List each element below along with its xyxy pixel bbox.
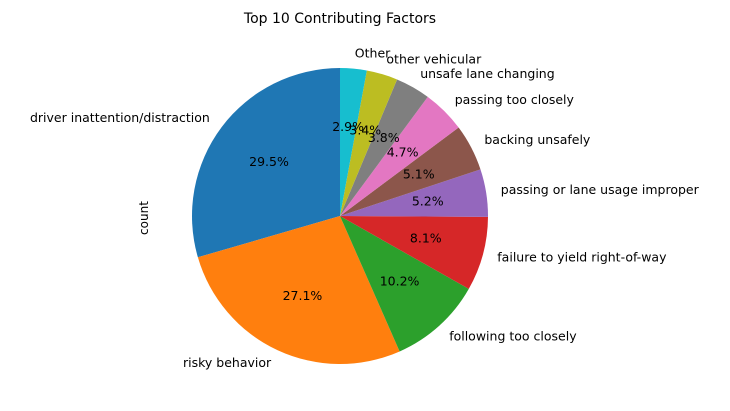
slice-label: passing or lane usage improper xyxy=(501,182,700,197)
pie-percent-labels: 29.5% 27.1% 10.2% 8.1% 5.2% 5.1% 4.7%3.8%3.4%2… xyxy=(249,119,444,303)
pie-slice xyxy=(340,68,367,216)
pie-labels: driver inattention/distraction risky beha… xyxy=(30,45,700,370)
slice-percent-label: 29.5% xyxy=(249,154,289,169)
pie-slice xyxy=(340,79,428,217)
pie-slice xyxy=(340,96,459,216)
slice-label: following too closely xyxy=(449,328,577,343)
slice-label: unsafe lane changing xyxy=(420,66,554,81)
pie-slice xyxy=(192,68,340,258)
slice-label: failure to yield right-of-way xyxy=(497,249,667,264)
slice-label: backing unsafely xyxy=(484,132,591,147)
pie-slices xyxy=(192,68,488,364)
slice-percent-label: 3.8% xyxy=(368,130,400,145)
pie-slice xyxy=(340,216,488,289)
pie-slice xyxy=(340,70,398,217)
slice-label: risky behavior xyxy=(183,355,272,370)
slice-percent-label: 8.1% xyxy=(410,230,442,245)
slice-percent-label: 10.2% xyxy=(380,273,420,288)
pie-slice xyxy=(197,216,400,364)
slice-label: Other xyxy=(355,45,391,60)
pie-slice xyxy=(340,216,469,352)
slice-percent-label: 27.1% xyxy=(283,288,323,303)
pie-slice xyxy=(340,127,481,216)
slice-percent-label: 5.2% xyxy=(412,194,444,209)
slice-percent-label: 3.4% xyxy=(349,122,381,137)
y-axis-label: count xyxy=(137,201,151,235)
slice-percent-label: 5.1% xyxy=(403,166,435,181)
chart-title: Top 10 Contributing Factors xyxy=(243,11,436,27)
pie-slice xyxy=(340,169,488,217)
slice-label: driver inattention/distraction xyxy=(30,110,210,125)
slice-percent-label: 4.7% xyxy=(387,145,419,160)
slice-percent-label: 2.9% xyxy=(332,119,364,134)
slice-label: passing too closely xyxy=(455,92,575,107)
slice-label: other vehicular xyxy=(386,51,482,66)
